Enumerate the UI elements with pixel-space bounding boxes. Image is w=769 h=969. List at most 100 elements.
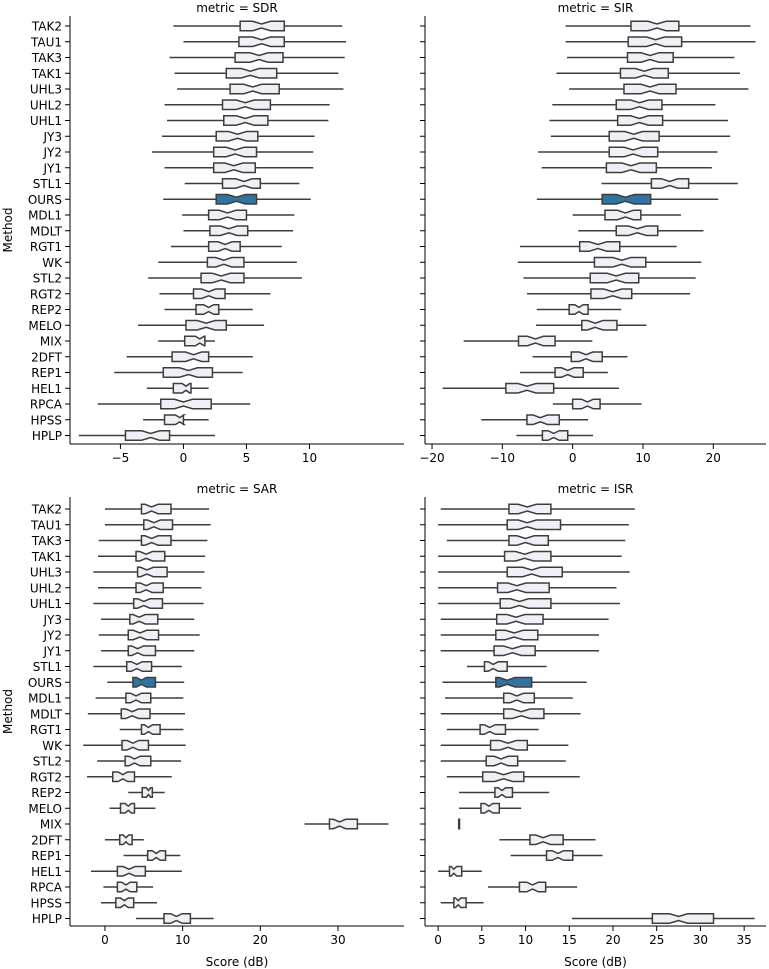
y-tick-label: WK [42, 256, 63, 270]
notched-box [589, 272, 640, 284]
y-tick-label: RGT1 [30, 240, 62, 254]
sir-box-tak2 [564, 20, 751, 32]
notched-box [212, 162, 257, 174]
notched-box [124, 430, 171, 441]
notched-box [132, 598, 164, 609]
sar-box-wk [82, 739, 186, 751]
y-tick-label: REP1 [31, 366, 62, 380]
notched-box [111, 771, 136, 783]
sdr-box-rgt1 [170, 241, 282, 252]
y-tick-label: UHL1 [30, 597, 62, 611]
notched-box [593, 256, 647, 268]
sdr-box-uhl3 [176, 83, 344, 95]
sar-box-mdlt [87, 708, 185, 720]
notched-box [605, 162, 658, 174]
sir-box-rgt1 [519, 241, 677, 252]
sir-box-ours [536, 193, 719, 205]
notched-box [626, 52, 674, 63]
y-tick-label: STL1 [33, 660, 62, 674]
notched-box [495, 676, 533, 688]
sdr-box-stl1 [183, 178, 300, 189]
sar-box-hpss [100, 897, 157, 909]
notched-box [506, 519, 562, 531]
x-tick-label: 30 [693, 933, 708, 947]
notched-box [116, 881, 138, 893]
notched-box [517, 335, 556, 347]
notched-box [608, 130, 660, 142]
sdr-box-hplp [78, 430, 215, 441]
y-tick-label: TAU1 [30, 518, 62, 532]
sdr-box-2dft [125, 351, 253, 363]
isr-box-hplp [571, 913, 755, 924]
notched-box [171, 351, 210, 363]
sar-box-2dft [104, 834, 144, 846]
notched-box [485, 755, 519, 767]
sir-box-wk [517, 256, 702, 268]
sir-box-rgt2 [526, 288, 691, 300]
sir-box-hplp [515, 430, 594, 441]
notched-box [616, 115, 664, 126]
notched-box [124, 755, 152, 767]
notched-box [195, 304, 220, 315]
sar-box-mdl1 [94, 692, 184, 704]
notched-box [172, 382, 192, 394]
sar-box-mix [303, 818, 389, 830]
isr-box-wk [439, 739, 569, 751]
notched-box [483, 661, 508, 672]
notched-box [502, 708, 545, 720]
notched-box [481, 771, 525, 783]
notched-box [489, 739, 529, 751]
sir-box-rep2 [536, 304, 622, 315]
x-tick-label: 15 [562, 933, 577, 947]
notched-box [135, 550, 166, 562]
y-tick-label: 2DFT [31, 833, 63, 847]
isr-box-rep2 [458, 787, 550, 798]
notched-box [192, 288, 226, 300]
x-tick-label: 30 [330, 933, 345, 947]
x-tick-label: −20 [419, 451, 444, 465]
x-tick-label: 0 [434, 933, 442, 947]
notched-box [328, 818, 359, 830]
sdr-box-tau1 [182, 36, 347, 48]
sdr-box-rep1 [113, 367, 243, 378]
notched-box [120, 708, 151, 720]
notched-box [568, 304, 589, 315]
notched-box [495, 613, 544, 625]
panel-title-sir: metric = SIR [558, 1, 634, 15]
sdr-box-rgt2 [158, 288, 271, 300]
y-tick-label: TAK2 [31, 503, 62, 517]
sdr-box-tak1 [173, 67, 339, 79]
sar-box-ours [106, 676, 185, 688]
panel-isr: metric = ISR 0 5 10 15 20 25 30 35 [420, 482, 766, 947]
notched-box [183, 335, 206, 347]
sir-box-mix [462, 335, 593, 347]
sdr-box-jy1 [163, 162, 314, 174]
isr-box-uhl1 [437, 598, 620, 609]
sar-box-hel1 [90, 865, 182, 877]
notched-box [132, 676, 157, 688]
y-tick-label: MIX [40, 818, 62, 832]
notched-box [505, 382, 555, 394]
isr-box-tak3 [446, 535, 626, 546]
isr-box-uhl2 [437, 582, 617, 594]
panel-sdr: metric = SDR −5 0 5 10TAK2TAU1TAK3TAK1UHL3U… [28, 1, 404, 465]
sdr-box-tak2 [172, 20, 343, 32]
sir-box-2dft [531, 351, 628, 363]
y-tick-label: REP2 [31, 303, 62, 317]
sar-box-jy2 [97, 629, 200, 641]
isr-box-tau1 [437, 519, 629, 531]
sir-box-mdlt [577, 225, 704, 237]
notched-box [494, 787, 514, 798]
notched-box [495, 629, 539, 641]
y-tick-label: WK [42, 739, 63, 753]
notched-box [119, 802, 136, 814]
isr-box-jy1 [439, 645, 599, 657]
sdr-box-hel1 [146, 382, 209, 394]
y-tick-label: JY2 [42, 629, 62, 643]
notched-box [590, 288, 633, 300]
isr-box-mix [457, 818, 461, 830]
notched-box [238, 36, 286, 48]
sar-box-rep2 [127, 787, 165, 798]
notched-box [650, 178, 690, 189]
